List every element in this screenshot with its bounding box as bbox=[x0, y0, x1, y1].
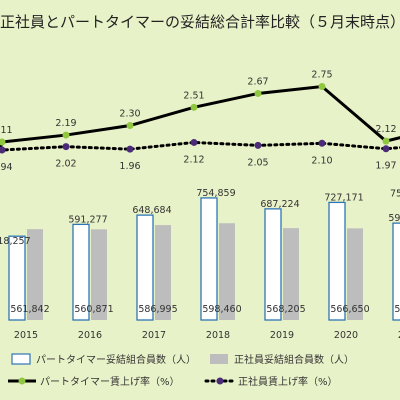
marker-parttimer-rate bbox=[318, 83, 326, 91]
line-fulltime-rate bbox=[0, 140, 400, 152]
x-tick-label: 2020 bbox=[334, 330, 358, 341]
marker-fulltime-rate bbox=[126, 145, 134, 153]
x-tick-label: 2021 bbox=[398, 330, 400, 341]
bar-parttimer-members bbox=[8, 235, 26, 321]
bar-label-fulltime: 560,871 bbox=[74, 304, 113, 315]
bar-fulltime-members bbox=[283, 228, 299, 320]
marker-parttimer-rate bbox=[254, 89, 262, 97]
bar-label-parttimer: 591,277 bbox=[68, 214, 107, 225]
marker-parttimer-rate bbox=[126, 122, 134, 130]
bar-label-parttimer: 599,081 bbox=[388, 213, 400, 224]
legend-marker-fulltime-rate bbox=[216, 377, 224, 385]
bar-label-fulltime: 557,019 bbox=[394, 304, 400, 315]
x-tick-label: 2015 bbox=[14, 330, 38, 341]
label-fulltime-rate: 2.10 bbox=[311, 155, 332, 166]
chart-title: 正社員とパートタイマーの妥結総合計率比較（５月末時点） bbox=[0, 13, 400, 31]
marker-parttimer-rate bbox=[382, 137, 390, 145]
bar-label-fulltime: 586,995 bbox=[138, 304, 177, 315]
bar-label-fulltime: 561,842 bbox=[10, 304, 49, 315]
bar-label-fulltime: 566,650 bbox=[330, 304, 369, 315]
marker-parttimer-rate bbox=[62, 131, 70, 139]
x-tick-label: 2019 bbox=[270, 330, 294, 341]
bar-fulltime-members bbox=[27, 229, 43, 320]
label-fulltime-rate: 1.97 bbox=[375, 161, 396, 172]
label-parttimer-rate: 2.12 bbox=[375, 124, 396, 135]
marker-fulltime-rate bbox=[0, 146, 6, 154]
legend-label-parttimer-members: パートタイマー妥結組合員数（人） bbox=[36, 353, 196, 366]
bar-fulltime-members bbox=[91, 229, 107, 320]
legend-label-parttimer-rate: パートタイマー賃上げ率（%） bbox=[40, 375, 180, 388]
legend-marker-parttimer-rate bbox=[18, 377, 26, 385]
bar-label-parttimer: 18,257 bbox=[0, 236, 31, 247]
label-parttimer-rate: 2.19 bbox=[55, 118, 76, 129]
label-parttimer-rate: 2.67 bbox=[247, 76, 268, 87]
label-fulltime-rate: 2.05 bbox=[247, 157, 268, 168]
label-parttimer-rate: 2.75 bbox=[311, 70, 332, 81]
bar-fulltime-members bbox=[347, 228, 363, 320]
bar-fulltime-members bbox=[219, 223, 235, 320]
x-tick-label: 2018 bbox=[206, 330, 230, 341]
label-fulltime-rate: 2.02 bbox=[55, 159, 76, 170]
bar-label-fulltime: 598,460 bbox=[202, 304, 241, 315]
marker-parttimer-rate bbox=[0, 138, 6, 146]
bar-label-parttimer: 75 bbox=[390, 189, 400, 200]
legend-swatch-fulltime-members bbox=[210, 354, 228, 364]
marker-fulltime-rate bbox=[382, 145, 390, 153]
marker-fulltime-rate bbox=[190, 138, 198, 146]
legend-label-fulltime-members: 正社員妥結組合員数（人） bbox=[234, 353, 354, 366]
bar-label-parttimer: 727,171 bbox=[324, 192, 363, 203]
marker-fulltime-rate bbox=[318, 139, 326, 147]
label-parttimer-rate: 2.11 bbox=[0, 125, 13, 136]
marker-fulltime-rate bbox=[254, 141, 262, 149]
bar-parttimer-members bbox=[328, 201, 346, 321]
legend-swatch-parttimer-members bbox=[11, 353, 31, 365]
bar-fulltime-members bbox=[155, 225, 171, 320]
label-fulltime-rate: 2.12 bbox=[183, 154, 204, 165]
bar-parttimer-members bbox=[72, 223, 90, 321]
bar-label-parttimer: 754,859 bbox=[196, 188, 235, 199]
label-fulltime-rate: 1.96 bbox=[119, 161, 140, 172]
bar-parttimer-members bbox=[264, 208, 282, 321]
marker-fulltime-rate bbox=[62, 143, 70, 151]
bar-label-parttimer: 687,224 bbox=[260, 199, 299, 210]
bar-parttimer-members bbox=[200, 197, 218, 321]
x-tick-label: 2017 bbox=[142, 330, 166, 341]
label-fulltime-rate: 1.94 bbox=[0, 162, 13, 173]
label-parttimer-rate: 2.51 bbox=[183, 90, 204, 101]
bar-parttimer-members bbox=[392, 222, 400, 321]
bar-label-parttimer: 648,684 bbox=[132, 205, 171, 216]
bar-parttimer-members bbox=[136, 214, 154, 321]
x-tick-label: 2016 bbox=[78, 330, 102, 341]
marker-parttimer-rate bbox=[190, 103, 198, 111]
legend-label-fulltime-rate: 正社員賃上げ率（%） bbox=[238, 375, 338, 388]
label-parttimer-rate: 2.30 bbox=[119, 109, 140, 120]
bar-label-fulltime: 568,205 bbox=[266, 304, 305, 315]
